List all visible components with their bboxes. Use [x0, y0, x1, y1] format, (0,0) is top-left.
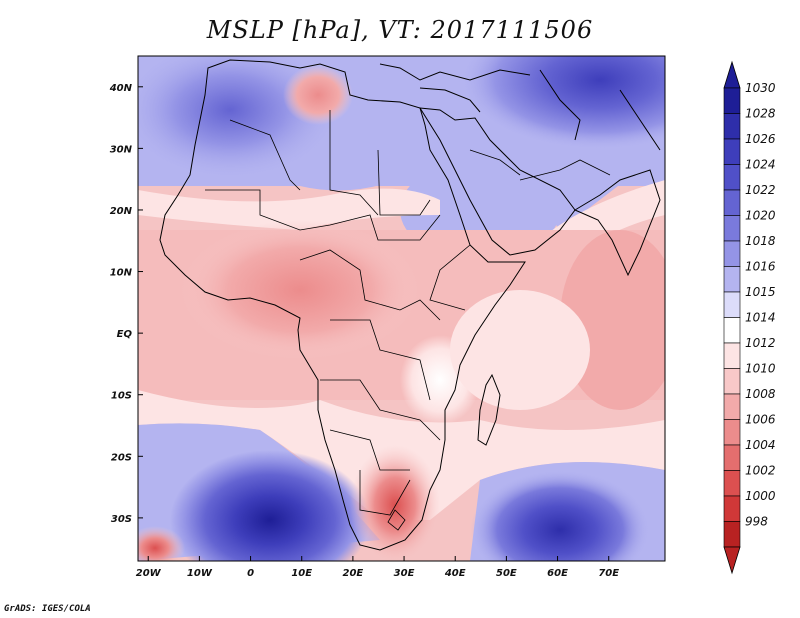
lon-label: 0: [247, 568, 254, 579]
country-borders: [205, 110, 611, 531]
lon-label: 20E: [343, 568, 364, 579]
lat-label: 30S: [111, 514, 132, 525]
colorbar-cell: [723, 189, 741, 216]
colorbar-cell: [723, 368, 741, 395]
colorbar-label: 1010: [745, 362, 776, 376]
colorbar-cell: [723, 266, 741, 293]
latitude-labels: 40N 30N 20N 10N EQ 10S 20S 30S: [109, 83, 143, 525]
colorbar: 1030 1028 1026 1024 1022 1020 1018 1016 1015 1014…: [723, 60, 776, 575]
map-frame: [137, 55, 666, 562]
colorbar-label: 1018: [745, 234, 776, 248]
colorbar-label: 1024: [745, 158, 776, 172]
colorbar-label: 1026: [745, 132, 776, 146]
grads-footer: GrADS: IGES/COLA: [4, 604, 91, 614]
map-title: MSLP [hPa], VT: 2017111506: [206, 16, 594, 44]
lon-label: 60E: [547, 568, 568, 579]
colorbar-cell: [723, 393, 741, 420]
colorbar-cell: [723, 317, 741, 344]
colorbar-cell: [723, 419, 741, 446]
lon-label: 50E: [496, 568, 517, 579]
colorbar-label: 1008: [745, 387, 776, 401]
colorbar-label: 1002: [745, 464, 776, 478]
colorbar-label: 1000: [745, 489, 776, 503]
colorbar-cell: [723, 240, 741, 267]
colorbar-label: 1016: [745, 260, 776, 274]
colorbar-label: 1012: [745, 336, 776, 350]
lon-label: 20W: [136, 568, 162, 579]
colorbar-cell: [723, 342, 741, 369]
colorbar-label: 1022: [745, 183, 776, 197]
lon-label: 10W: [187, 568, 213, 579]
lat-label: 20N: [110, 206, 133, 217]
lon-label: 40E: [444, 568, 466, 579]
colorbar-label: 1030: [745, 81, 776, 95]
lat-label: EQ: [117, 329, 133, 340]
colorbar-label: 1020: [745, 209, 776, 223]
lat-label: 10N: [110, 268, 133, 279]
colorbar-label: 998: [745, 515, 768, 529]
lat-label: 10S: [111, 391, 132, 402]
colorbar-cell: [723, 291, 741, 318]
colorbar-cell: [723, 87, 741, 114]
pressure-field: [138, 56, 665, 561]
lon-label: 10E: [291, 568, 312, 579]
colorbar-bottom-arrow: [723, 546, 741, 575]
colorbar-cell: [723, 521, 741, 548]
colorbar-cell: [723, 495, 741, 522]
colorbar-cell: [723, 470, 741, 497]
lat-label: 20S: [111, 452, 132, 463]
lat-label: 40N: [109, 83, 133, 94]
colorbar-cell: [723, 215, 741, 242]
colorbar-label: 1028: [745, 107, 776, 121]
lat-label: 30N: [110, 144, 133, 155]
colorbar-label: 1014: [745, 311, 776, 325]
colorbar-cell: [723, 164, 741, 191]
lon-label: 70E: [598, 568, 619, 579]
colorbar-label: 1006: [745, 413, 776, 427]
longitude-labels: 20W 10W 0 10E 20E 30E 40E 50E 60E 70E: [136, 556, 619, 579]
colorbar-label: 1004: [745, 438, 776, 452]
colorbar-cell: [723, 113, 741, 140]
colorbar-cell: [723, 138, 741, 165]
colorbar-label: 1015: [745, 285, 776, 299]
coastlines: [159, 59, 661, 551]
colorbar-cell: [723, 444, 741, 471]
colorbar-top-arrow: [723, 60, 741, 89]
lon-label: 30E: [394, 568, 415, 579]
